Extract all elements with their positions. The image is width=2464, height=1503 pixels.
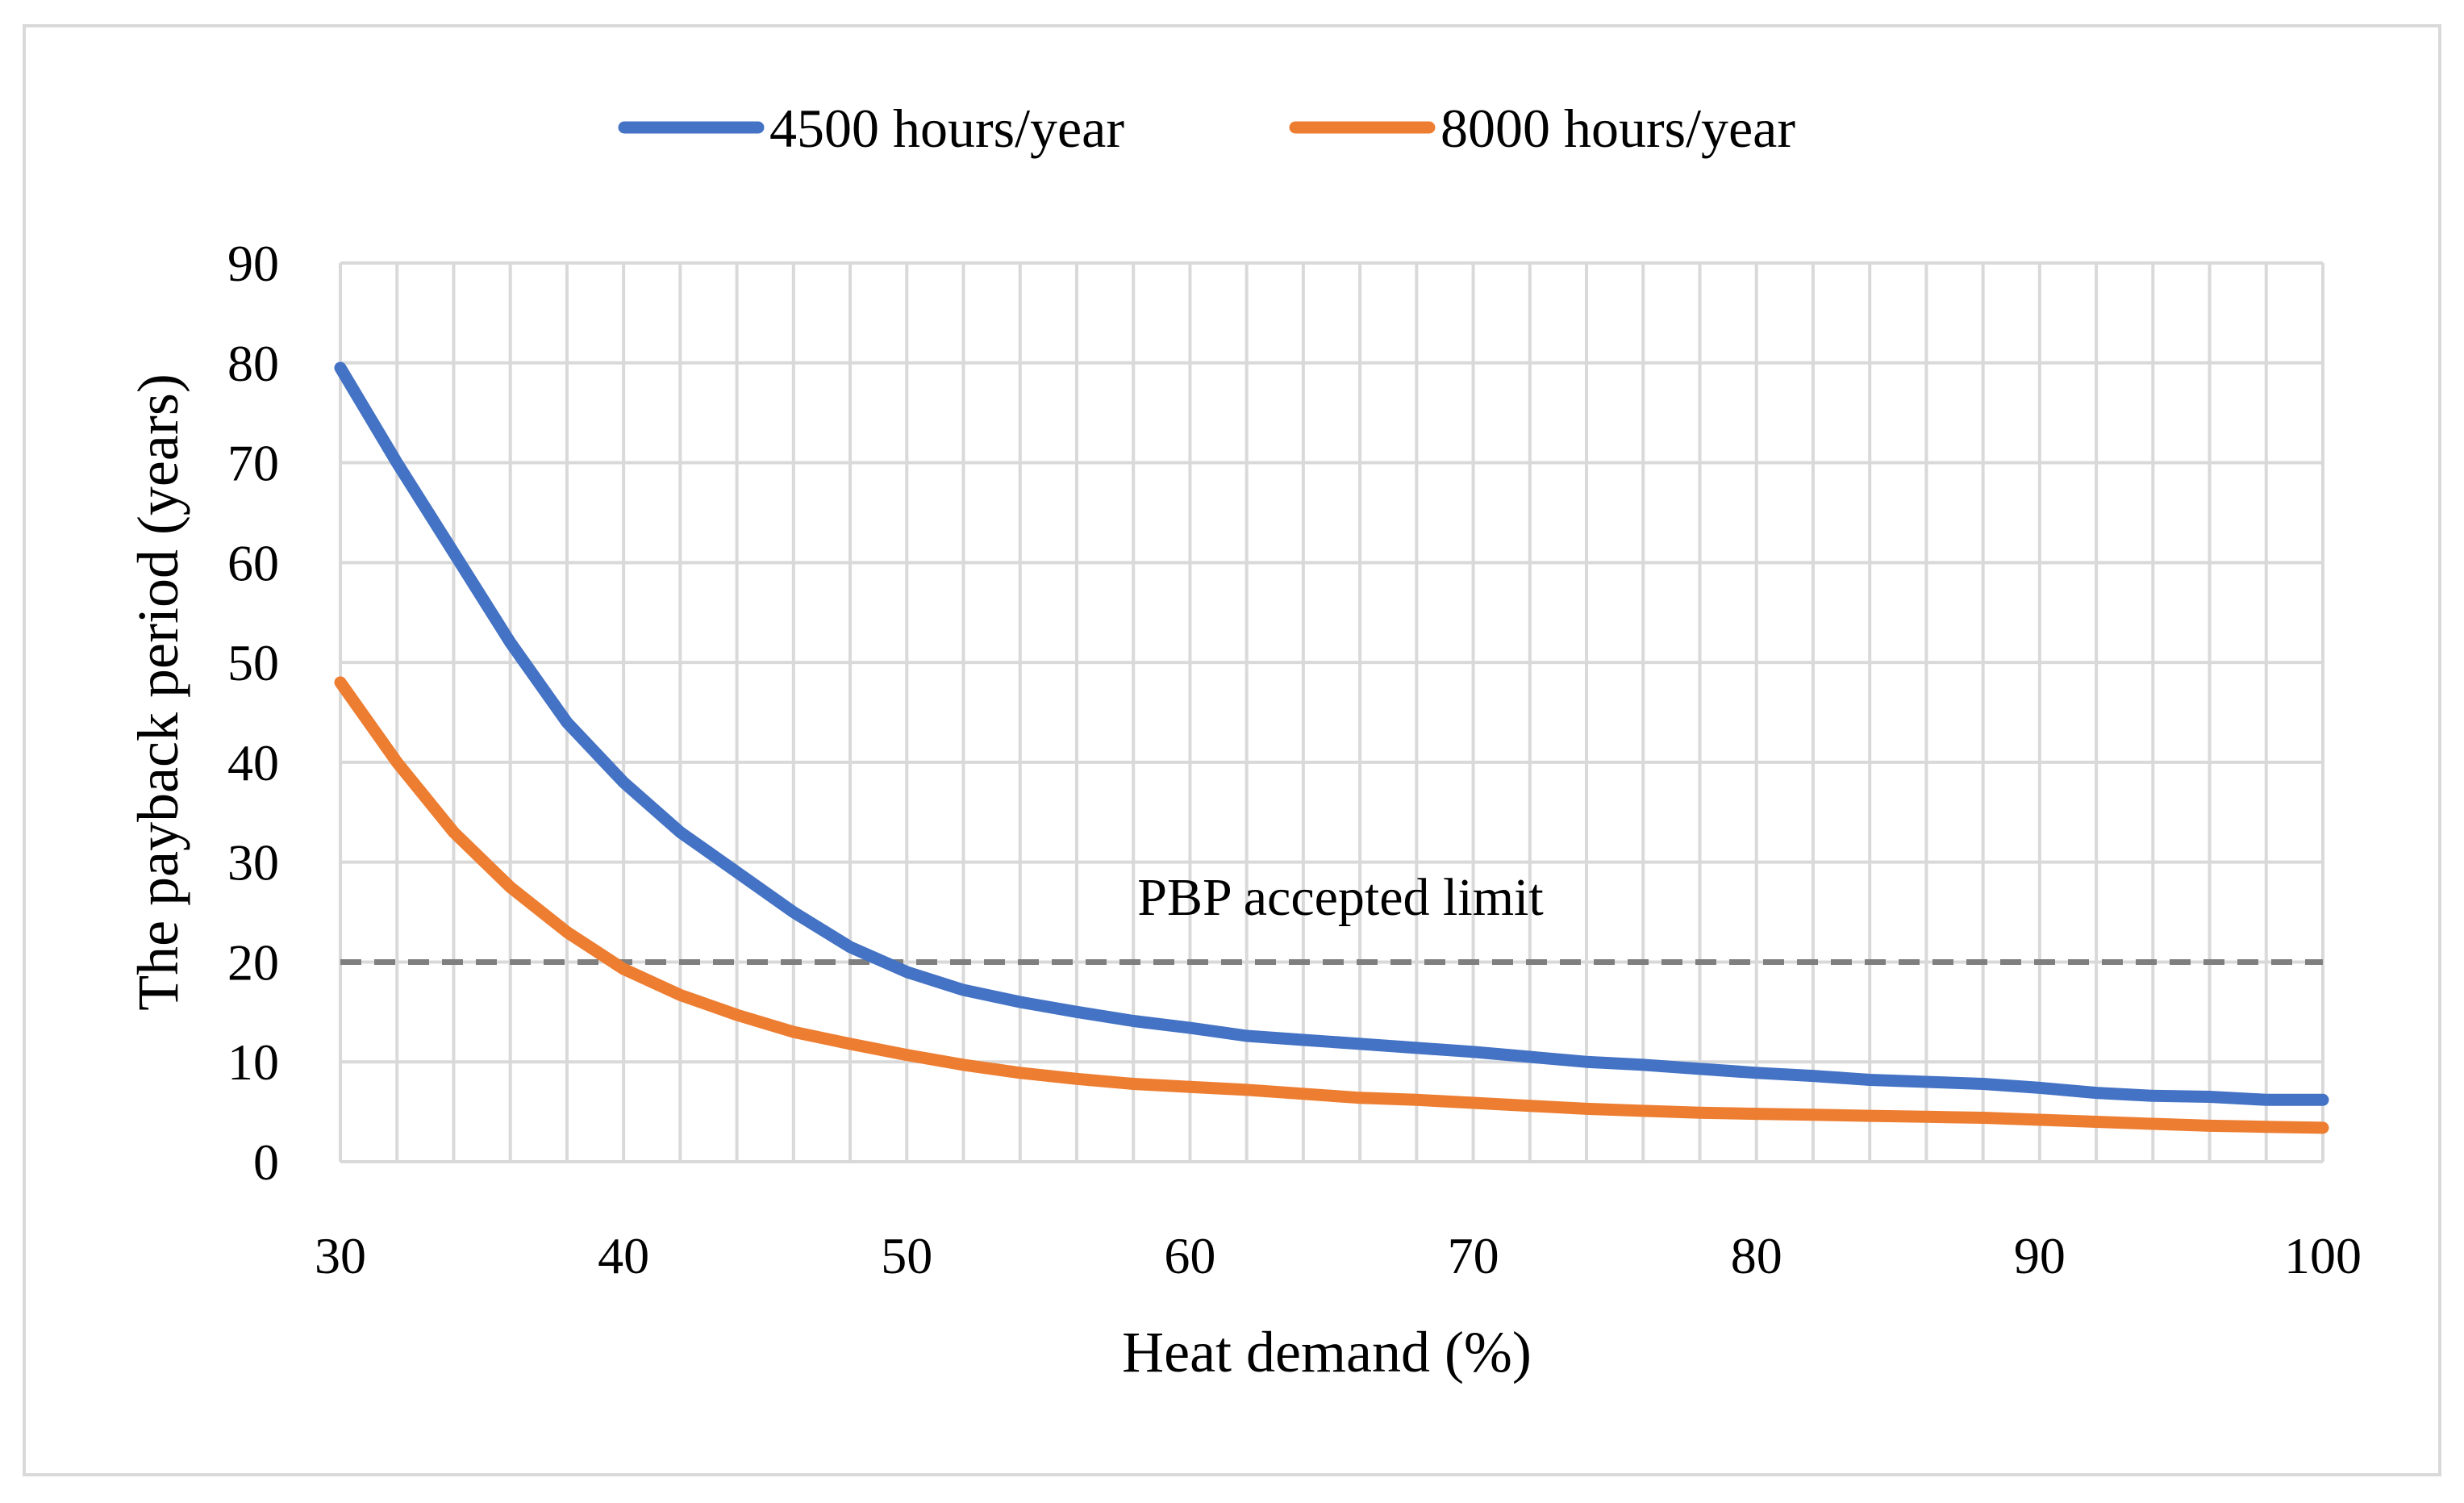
y-tick-label: 20 bbox=[227, 933, 279, 991]
y-axis-ticks: 0 10 20 30 40 50 60 70 80 90 bbox=[227, 235, 279, 1191]
y-tick-label: 50 bbox=[227, 634, 279, 691]
y-tick-label: 70 bbox=[227, 435, 279, 492]
y-tick-label: 30 bbox=[227, 834, 279, 891]
y-tick-label: 90 bbox=[227, 235, 279, 292]
y-tick-label: 0 bbox=[253, 1134, 279, 1191]
legend: 4500 hours/year 8000 hours/year bbox=[618, 98, 1795, 159]
x-tick-label: 80 bbox=[1731, 1227, 1782, 1284]
legend-label-2: 8000 hours/year bbox=[1440, 98, 1795, 159]
y-tick-label: 60 bbox=[227, 534, 279, 591]
x-tick-label: 50 bbox=[881, 1227, 932, 1284]
x-tick-label: 30 bbox=[315, 1227, 366, 1284]
x-tick-label: 70 bbox=[1448, 1227, 1499, 1284]
y-tick-label: 80 bbox=[227, 335, 279, 392]
series-lines bbox=[334, 361, 2329, 1134]
x-tick-label: 90 bbox=[2014, 1227, 2066, 1284]
x-tick-label: 60 bbox=[1164, 1227, 1215, 1284]
gridlines bbox=[339, 261, 2324, 1163]
x-axis-ticks: 30 40 50 60 70 80 90 100 bbox=[315, 1227, 2362, 1284]
reference-line-label: PBP accepted limit bbox=[1137, 868, 1543, 927]
y-tick-label: 10 bbox=[227, 1033, 279, 1091]
x-axis-label: Heat demand (%) bbox=[1122, 1320, 1532, 1384]
y-axis-label: The payback period (years) bbox=[126, 374, 190, 1011]
x-tick-label: 40 bbox=[598, 1227, 649, 1284]
legend-label-1: 4500 hours/year bbox=[769, 98, 1124, 159]
y-tick-label: 40 bbox=[227, 734, 279, 791]
x-tick-label: 100 bbox=[2284, 1227, 2362, 1284]
series-line-2 bbox=[334, 676, 2329, 1134]
series-line-1 bbox=[334, 361, 2329, 1106]
